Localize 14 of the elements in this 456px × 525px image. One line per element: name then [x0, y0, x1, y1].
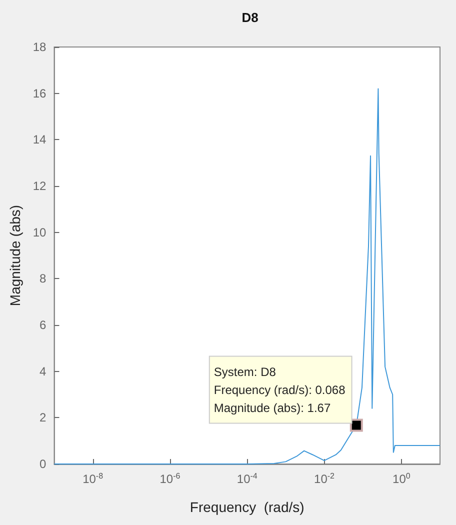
- y-tick-label: 4: [40, 364, 47, 378]
- x-axis-title: Frequency (rad/s): [190, 499, 304, 515]
- y-tick-label: 2: [40, 410, 47, 425]
- y-tick-label: 18: [32, 40, 47, 54]
- y-tick-label: 14: [32, 132, 47, 147]
- y-tick-label: 0: [40, 457, 47, 471]
- y-tick-label: 8: [40, 272, 47, 286]
- annotation: System: D8 Frequency (rad/s): 0.068 Magnitude (abs): 1.67: [214, 364, 346, 415]
- y-tick-label: 12: [32, 179, 47, 193]
- y-axis-title: Magnitude (abs): [7, 204, 23, 306]
- chart-title: D8: [242, 10, 258, 25]
- y-tick-label: 10: [32, 225, 47, 240]
- y-tick-label: 16: [32, 86, 47, 100]
- y-tick-label: 6: [40, 318, 47, 332]
